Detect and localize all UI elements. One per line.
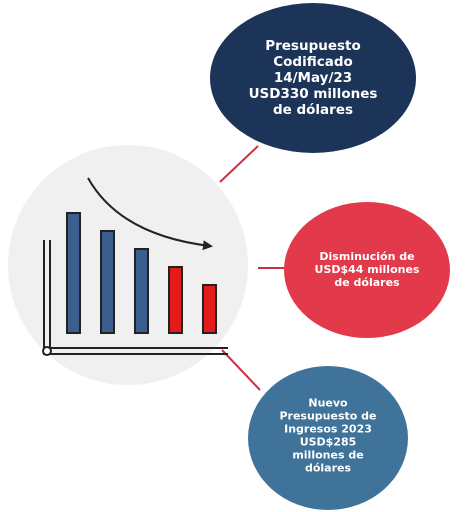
node-ellipse [210,3,416,153]
icon-bar [168,266,183,334]
icon-arrow [87,177,213,251]
node-label: USD$44 millones [315,263,420,276]
icon-bar [100,230,115,334]
node-label: 14/May/23 [274,70,352,86]
node-label: millones de [292,449,363,462]
node-ellipse [248,366,408,510]
node-label: de dólares [334,276,400,289]
connector [219,145,259,183]
icon-bar [134,248,149,334]
node-label: USD$285 [300,436,357,449]
icon-bar [202,284,217,334]
node-label: Nuevo [308,397,348,410]
node-label: Presupuesto [265,38,361,54]
node-label: USD330 millones [249,86,378,102]
icon-origin [42,346,52,356]
node-label: de dólares [273,102,353,118]
node-label: Presupuesto de [279,410,376,423]
node-label: Codificado [273,54,353,70]
connectors [219,145,286,391]
connector [221,349,261,391]
node-ellipse [284,202,450,338]
icon-bar [66,212,81,334]
node-label: Ingresos 2023 [284,423,372,436]
node-label: dólares [305,462,352,475]
bar-icon [42,177,228,356]
node-label: Disminución de [319,250,414,263]
